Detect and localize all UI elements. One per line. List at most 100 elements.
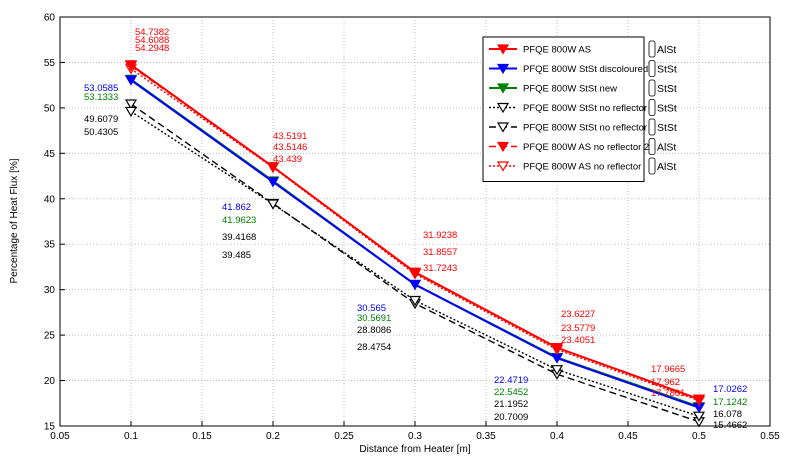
x-tick-label: 0.4: [550, 431, 564, 442]
legend-entry-4: PFQE 800W StSt no reflector: [489, 102, 647, 114]
legend-label: PFQE 800W AS no reflector 2: [523, 142, 649, 153]
data-label: 54.7382: [135, 27, 169, 38]
data-label: 22.4719: [494, 375, 528, 386]
x-axis-label: Distance from Heater [m]: [359, 444, 470, 455]
side-label-3: StSt: [648, 79, 677, 97]
data-label: 30.5691: [357, 313, 391, 324]
y-tick-label: 55: [44, 58, 56, 69]
x-tick-label: 0.05: [50, 431, 70, 442]
legend-entry-1: PFQE 800W AS: [489, 44, 591, 56]
y-tick-label: 30: [44, 285, 56, 296]
x-tick-label: 0.35: [476, 431, 496, 442]
data-label: 50.4305: [84, 127, 118, 138]
legend-marker: [496, 141, 510, 153]
legend-marker: [496, 44, 510, 55]
data-label: 43.5146: [273, 142, 307, 153]
side-label-text: StSt: [657, 103, 677, 115]
data-point-marker: [266, 199, 280, 210]
data-label: 17.1242: [713, 397, 747, 408]
data-label: 17.9665: [651, 364, 685, 375]
legend-box: [482, 36, 645, 182]
legend-label: PFQE 800W StSt no reflector 2: [523, 123, 655, 134]
data-label: 17.0262: [713, 384, 747, 395]
data-label: 43.439: [273, 154, 302, 165]
data-point-marker: [408, 279, 422, 291]
data-point-marker: [124, 106, 138, 118]
x-tick-label: 0.45: [618, 431, 638, 442]
data-label: 41.9623: [222, 215, 256, 226]
data-label: 54.2948: [135, 43, 169, 54]
x-tick-label: 0.1: [124, 431, 138, 442]
data-point-marker: [266, 177, 280, 188]
y-tick-label: 25: [44, 331, 56, 342]
data-point-marker: [124, 60, 138, 71]
data-label: 16.078: [713, 409, 742, 420]
side-label-text: AlSt: [657, 44, 676, 56]
side-label-1: AlSt: [648, 40, 676, 58]
x-tick-label: 0.2: [266, 431, 280, 442]
side-label-5: StSt: [648, 118, 677, 136]
side-label-text: StSt: [657, 122, 677, 134]
series-1: [124, 60, 706, 405]
data-label: 49.6079: [84, 114, 118, 125]
data-point-marker: [408, 267, 422, 278]
side-label-text: StSt: [657, 64, 677, 76]
side-label-text: AlSt: [657, 161, 676, 173]
data-label: 28.4754: [357, 342, 391, 353]
legend-marker: [496, 161, 510, 172]
legend-label: PFQE 800W StSt no reflector: [523, 103, 647, 114]
data-point-marker: [550, 343, 564, 354]
x-tick-label: 0.15: [192, 431, 212, 442]
series-line: [130, 68, 700, 402]
y-tick-label: 60: [44, 13, 56, 24]
series-4: [124, 106, 706, 422]
data-label: 21.1952: [494, 399, 528, 410]
data-label: 31.8557: [423, 247, 457, 258]
y-axis-ticks: 15 20 25 30 35 40 45 50 55 60: [44, 13, 65, 433]
x-tick-label: 0.3: [408, 431, 422, 442]
data-label: 31.7243: [423, 263, 457, 274]
data-label: 17.7861: [651, 388, 685, 399]
side-label-bracket: [648, 79, 656, 97]
side-label-text: AlSt: [657, 142, 676, 154]
legend-entry-3: PFQE 800W StSt new: [489, 83, 617, 95]
data-point-marker: [124, 75, 138, 86]
legend-marker: [496, 63, 510, 75]
legend-entry-2: PFQE 800W StSt discoloured: [489, 63, 648, 75]
side-label-bracket: [648, 157, 656, 175]
data-point-marker: [266, 162, 280, 173]
data-point-marker: [124, 99, 138, 110]
legend-marker: [496, 122, 510, 133]
data-point-marker: [408, 295, 422, 307]
y-tick-label: 20: [44, 376, 56, 387]
legend-label: PFQE 800W StSt new: [523, 84, 617, 95]
data-label: 15.4662: [713, 420, 747, 431]
side-label-text: StSt: [657, 83, 677, 95]
side-label-2: StSt: [648, 60, 677, 77]
data-label: 20.7009: [494, 412, 528, 423]
legend-entry-7: PFQE 800W AS no reflector: [489, 161, 641, 173]
y-tick-label: 35: [44, 240, 56, 251]
data-label: 54.6088: [135, 35, 169, 46]
y-tick-label: 15: [44, 422, 56, 433]
data-label: 41.862: [222, 202, 251, 213]
side-label-bracket: [648, 99, 656, 116]
legend-marker: [496, 102, 510, 114]
legend-label: PFQE 800W AS no reflector: [523, 162, 641, 173]
data-point-marker: [692, 394, 706, 405]
x-tick-label: 0.55: [760, 431, 780, 442]
data-label: 23.5779: [561, 323, 595, 334]
data-label: 23.6227: [561, 309, 595, 320]
legend-entry-6: PFQE 800W AS no reflector 2: [489, 141, 649, 153]
legend-label: PFQE 800W AS: [523, 45, 591, 56]
x-tick-label: 0.5: [692, 431, 706, 442]
data-label: 17.962: [651, 377, 680, 388]
side-label-bracket: [648, 138, 656, 155]
legend-marker: [496, 83, 510, 94]
legend: PFQE 800W AS PFQE 800W StSt discoloured PF…: [482, 36, 655, 182]
data-label: 39.485: [222, 250, 251, 261]
side-label-bracket: [648, 40, 656, 58]
side-label-6: AlSt: [648, 138, 676, 155]
